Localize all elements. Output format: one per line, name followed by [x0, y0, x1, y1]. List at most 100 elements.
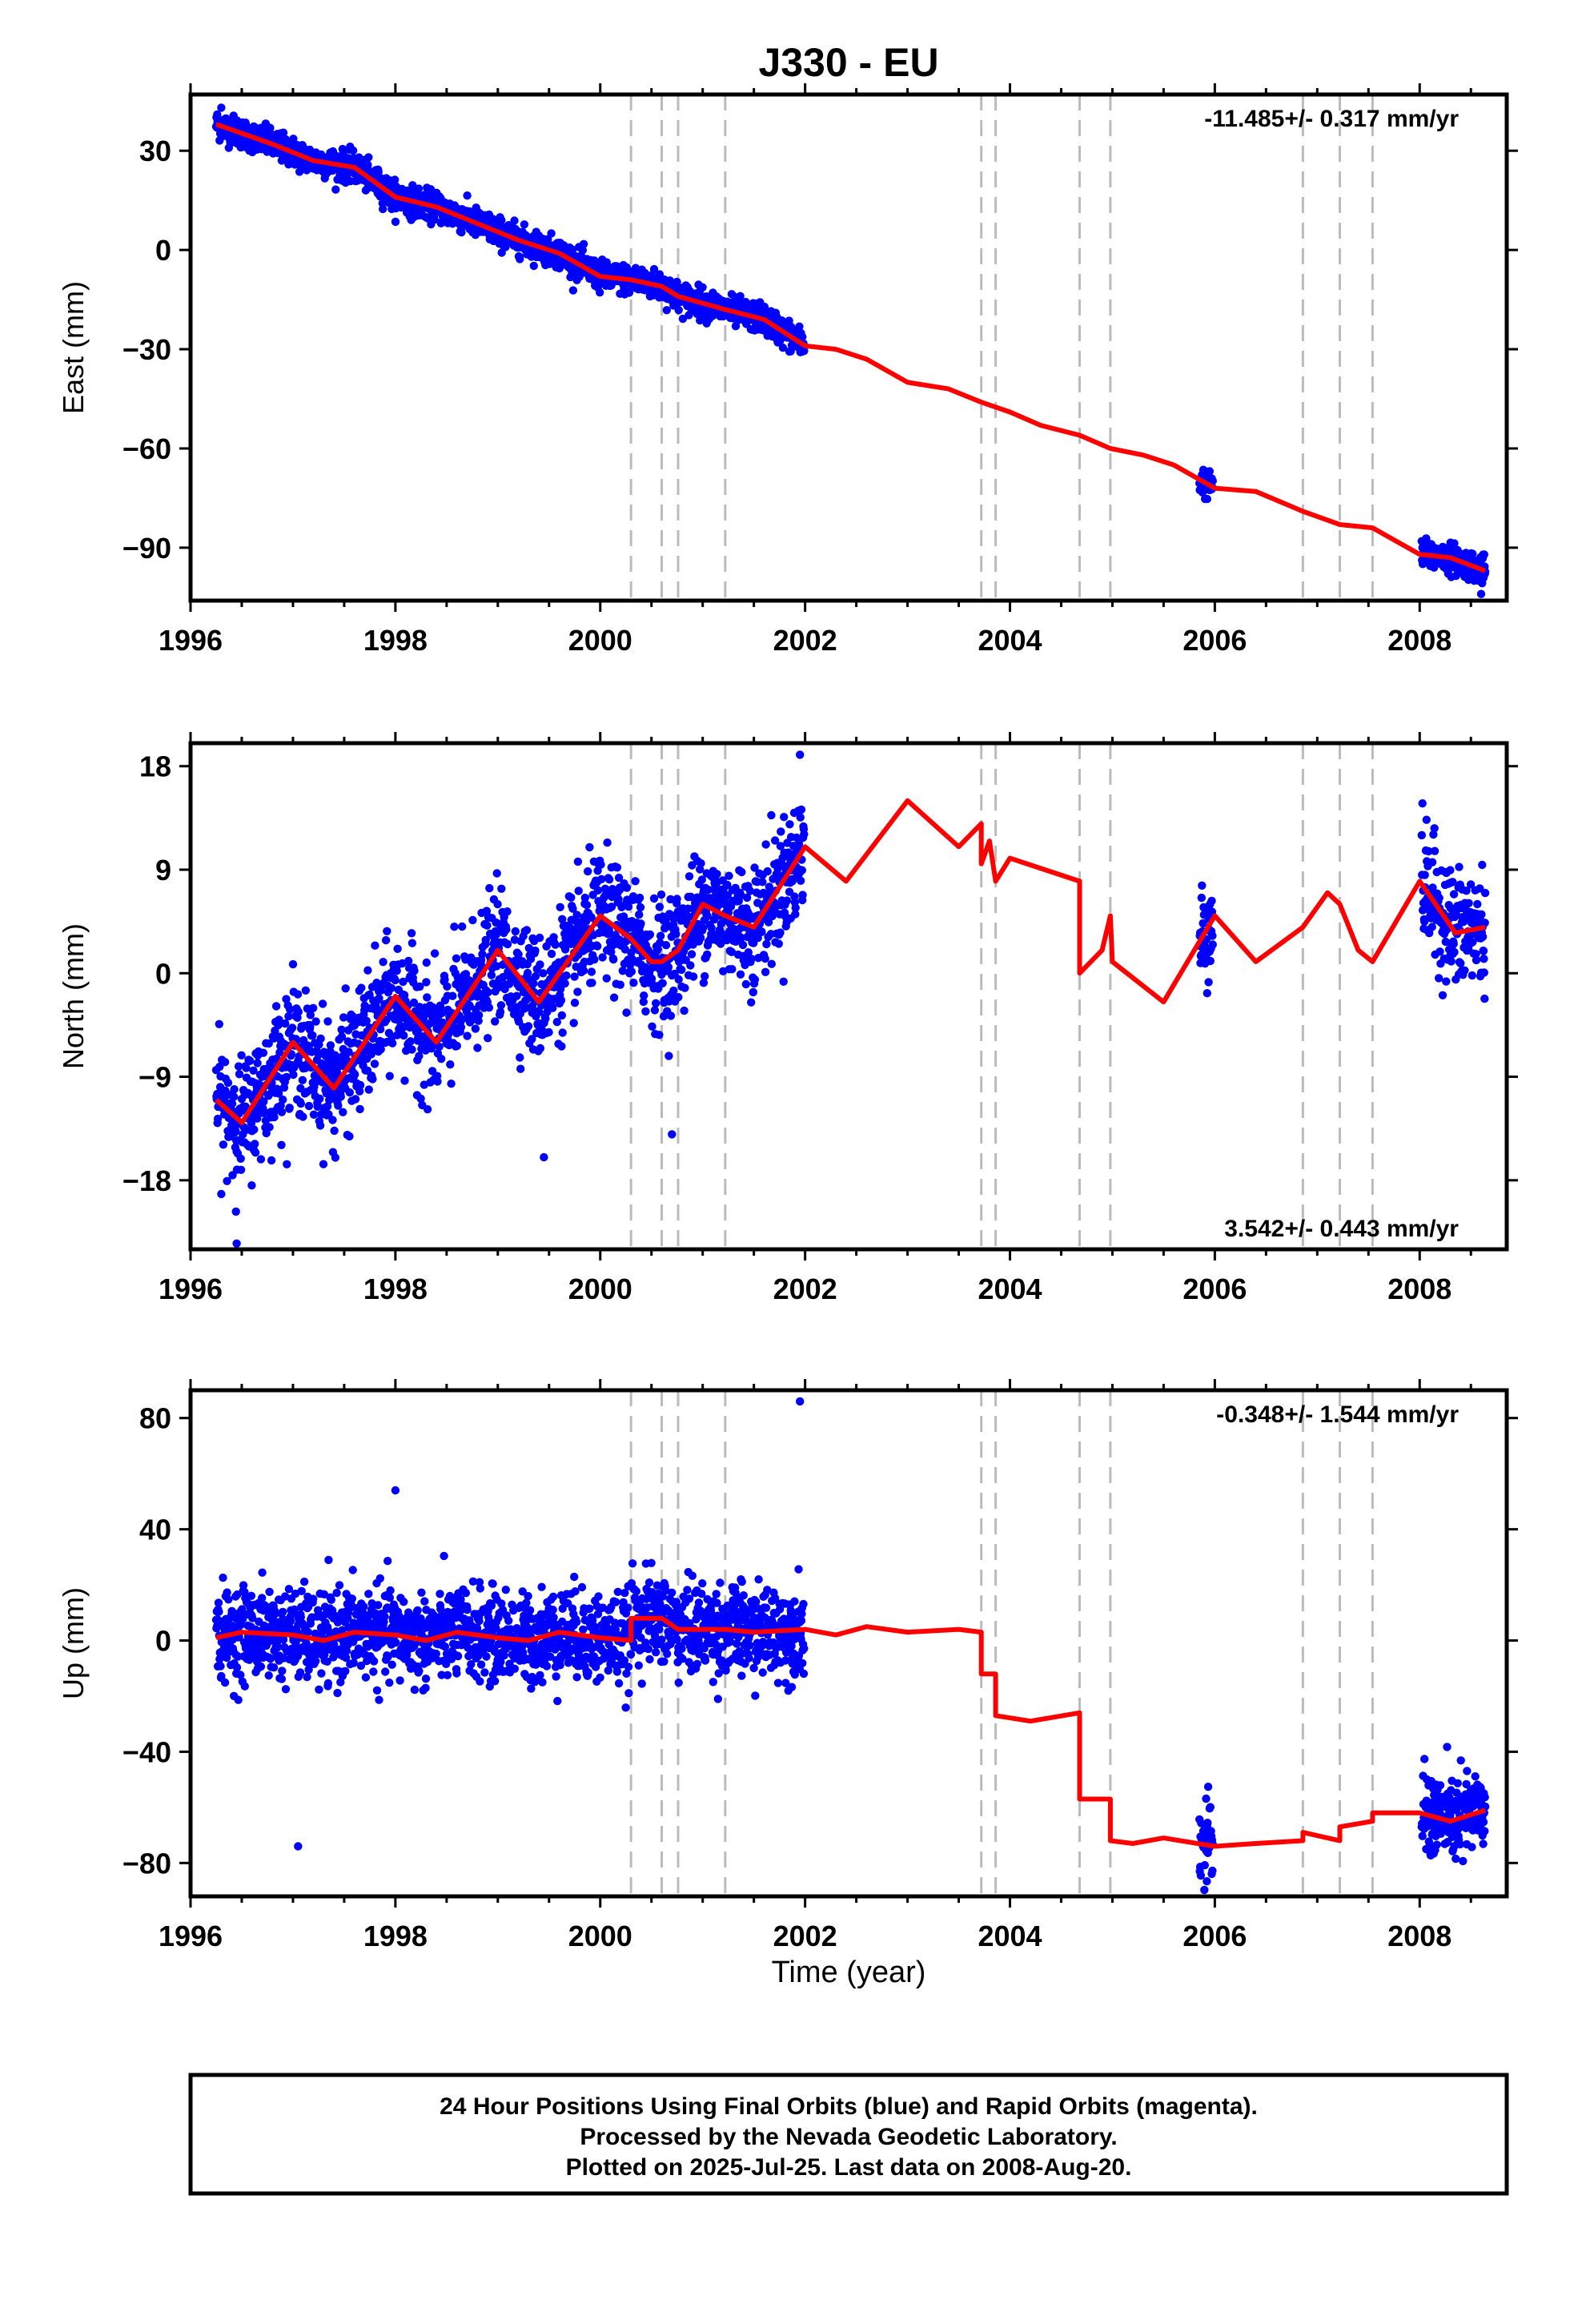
data-point	[1477, 910, 1486, 919]
data-point	[374, 1601, 383, 1610]
data-point	[269, 1663, 279, 1672]
data-point	[761, 967, 770, 977]
data-point	[299, 1112, 307, 1121]
data-point	[214, 1598, 223, 1607]
data-point	[502, 925, 511, 935]
data-point	[798, 332, 807, 341]
data-point	[355, 1104, 364, 1114]
data-point	[348, 1566, 357, 1574]
data-point	[282, 1072, 291, 1082]
data-point	[368, 1075, 377, 1084]
data-point	[496, 1007, 505, 1016]
data-point	[520, 220, 529, 229]
data-point	[295, 167, 304, 176]
data-point	[501, 1586, 510, 1594]
data-point	[492, 1624, 500, 1633]
data-point	[379, 958, 387, 967]
data-point	[762, 939, 771, 949]
data-point	[673, 895, 681, 903]
data-point	[416, 982, 424, 991]
data-point	[448, 991, 457, 1000]
data-point	[770, 836, 780, 845]
data-point	[776, 842, 785, 850]
data-point	[309, 1003, 318, 1013]
data-point	[567, 893, 576, 903]
data-point	[539, 969, 548, 978]
data-point	[468, 1577, 478, 1586]
data-point	[604, 875, 614, 884]
data-point	[1198, 881, 1207, 891]
data-point	[447, 1080, 456, 1088]
data-point	[580, 893, 589, 903]
data-point	[453, 1651, 463, 1661]
data-point	[388, 1039, 397, 1047]
data-point	[623, 895, 632, 904]
data-point	[406, 1037, 415, 1046]
data-point	[258, 1568, 267, 1577]
data-point	[387, 983, 396, 993]
data-point	[487, 1601, 496, 1610]
data-point	[375, 994, 383, 1003]
data-point	[689, 972, 698, 981]
data-point	[491, 1017, 500, 1026]
data-point	[1207, 896, 1216, 906]
data-point	[785, 820, 794, 829]
data-point	[435, 1042, 444, 1051]
data-point	[223, 1176, 231, 1186]
data-point	[236, 1671, 245, 1679]
data-point	[420, 1597, 429, 1606]
data-point	[590, 955, 599, 964]
data-point	[416, 1094, 425, 1104]
data-point	[698, 283, 707, 292]
plot-area	[211, 103, 1490, 598]
data-point	[319, 1160, 328, 1168]
data-point	[318, 999, 327, 1008]
data-point	[1199, 919, 1207, 928]
model-curve	[215, 122, 1487, 573]
data-point	[1447, 957, 1456, 966]
data-point	[584, 866, 592, 876]
data-point	[264, 1039, 273, 1048]
y-tick-label: 0	[155, 234, 171, 267]
data-point	[800, 347, 809, 356]
data-point	[782, 896, 792, 905]
data-point	[1430, 846, 1439, 855]
data-point	[387, 1660, 396, 1669]
data-point	[234, 1062, 243, 1071]
data-point	[665, 1051, 673, 1060]
data-point	[725, 871, 733, 880]
data-point	[220, 1678, 230, 1687]
data-point	[277, 1108, 287, 1116]
data-point	[681, 983, 689, 992]
data-point	[474, 1011, 484, 1019]
data-point	[668, 1130, 677, 1139]
data-point	[407, 929, 416, 938]
x-tick-label: 2008	[1387, 624, 1452, 657]
data-point	[303, 1627, 312, 1637]
data-point	[585, 842, 594, 852]
data-point	[765, 883, 773, 891]
data-point	[349, 1618, 358, 1627]
data-point	[523, 968, 532, 978]
data-point	[376, 1025, 385, 1034]
x-tick-label: 2008	[1387, 1273, 1452, 1305]
data-point	[572, 911, 581, 919]
data-point	[301, 986, 310, 995]
data-point	[1203, 494, 1212, 504]
data-point	[757, 927, 766, 936]
data-point	[468, 915, 477, 925]
data-point	[235, 1070, 244, 1079]
data-point	[536, 1043, 545, 1053]
x-tick-label: 1998	[363, 1273, 428, 1305]
data-point	[556, 985, 565, 994]
data-point	[266, 123, 275, 132]
data-point	[491, 1677, 500, 1686]
data-point	[450, 923, 459, 931]
data-point	[309, 1594, 318, 1603]
data-point	[323, 1017, 332, 1026]
data-point	[738, 940, 748, 950]
data-point	[381, 935, 391, 945]
data-point	[217, 1671, 226, 1681]
data-point	[1424, 846, 1433, 856]
data-point	[573, 857, 583, 866]
